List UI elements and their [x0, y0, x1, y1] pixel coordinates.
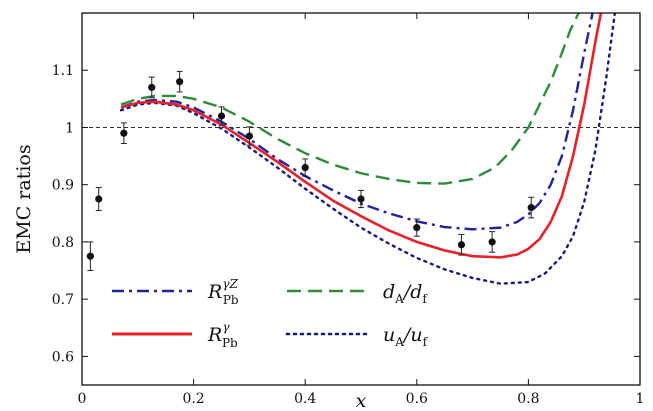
legend-sup: γZ	[222, 277, 238, 291]
x-axis-label: x	[356, 390, 367, 411]
y-tick-label: 1	[65, 120, 74, 136]
x-tick-label: 0.4	[294, 391, 316, 407]
y-tick-label: 1.1	[52, 63, 74, 79]
series-layer	[119, 13, 617, 285]
series-line-3	[119, 13, 617, 285]
series-line-0	[120, 13, 594, 231]
legend-label-3: uA/uf	[383, 324, 429, 349]
legend-main2: u	[410, 324, 422, 346]
legend-main: d	[383, 281, 395, 303]
data-points-layer	[86, 70, 535, 272]
x-tick-label: 0	[78, 391, 87, 407]
y-tick-label: 0.7	[52, 292, 74, 308]
legend-sub: A	[394, 292, 404, 306]
data-point	[95, 195, 103, 203]
x-tick-label: 1	[636, 391, 645, 407]
y-axis-label: EMC ratios	[13, 144, 35, 253]
x-tick-label: 0.6	[406, 391, 428, 407]
data-point	[245, 132, 253, 140]
legend-main: R	[207, 281, 222, 303]
legend-label-1: Rγ Pb	[207, 320, 238, 350]
y-tick-label: 0.9	[52, 178, 74, 194]
data-point	[176, 78, 184, 86]
legend-sub2: f	[422, 292, 428, 306]
data-point	[488, 238, 496, 246]
data-point	[357, 195, 365, 203]
legend-sub: Pb	[223, 293, 239, 307]
legend-sup: γ	[222, 320, 230, 334]
data-point	[527, 203, 535, 212]
data-point	[217, 112, 226, 120]
data-point	[86, 252, 94, 260]
ticks-layer: 0 0.2 0.4 0.6 0.8 1 0.6 0.7 0.8 0.9 1 1.1	[52, 13, 645, 407]
y-tick-label: 0.8	[52, 235, 74, 251]
legend-slash: /	[402, 281, 412, 303]
plot-frame	[81, 12, 641, 386]
legend-main2: d	[410, 281, 422, 303]
legend-slash: /	[402, 324, 412, 346]
x-tick-label: 0.8	[517, 391, 539, 407]
legend-sub: Pb	[222, 336, 238, 350]
data-point	[301, 163, 309, 172]
legend-sub2: f	[423, 335, 429, 349]
series-line-1	[120, 13, 603, 259]
data-point	[148, 83, 156, 91]
legend-main: u	[383, 324, 395, 346]
legend-main: R	[207, 324, 222, 346]
legend-sub: A	[394, 335, 404, 349]
data-point	[120, 129, 128, 137]
data-point	[457, 241, 466, 249]
legend-label-2: dA/df	[383, 281, 428, 306]
series-line-2	[120, 13, 580, 185]
x-tick-label: 0.2	[182, 391, 204, 407]
y-tick-label: 0.6	[52, 349, 74, 365]
legend-label-0: RγZ Pb	[207, 277, 239, 307]
data-point	[413, 224, 421, 232]
